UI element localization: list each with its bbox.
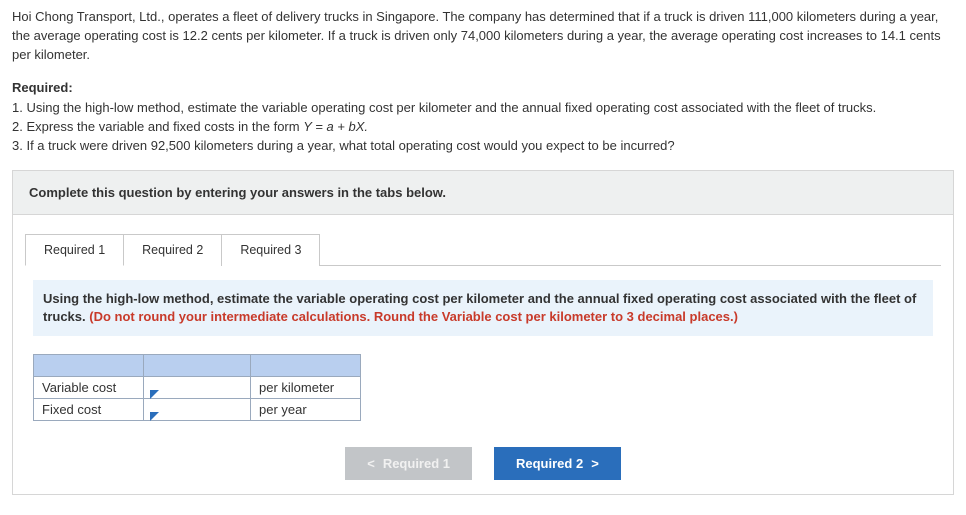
tab-required-1[interactable]: Required 1 [25, 234, 124, 266]
row-label-variable-cost: Variable cost [34, 377, 144, 399]
tabs-row: Required 1 Required 2 Required 3 [13, 215, 953, 265]
answer-box: Complete this question by entering your … [12, 170, 954, 495]
chevron-left-icon: < [367, 456, 375, 471]
required-block: Required: 1. Using the high-low method, … [12, 79, 954, 156]
prev-button: < Required 1 [345, 447, 472, 480]
required-heading: Required: [12, 79, 954, 98]
required-item-2: 2. Express the variable and fixed costs … [12, 118, 954, 137]
chevron-right-icon: > [591, 456, 599, 471]
required-item-2-formula: Y = a + bX. [303, 119, 368, 134]
row-label-fixed-cost: Fixed cost [34, 399, 144, 421]
input-table: Variable cost per kilometer Fixed cost p… [33, 354, 361, 421]
tab-prompt-hint: (Do not round your intermediate calculat… [89, 309, 738, 324]
next-button-label: Required 2 [516, 456, 583, 471]
problem-statement: Hoi Chong Transport, Ltd., operates a fl… [12, 8, 954, 65]
nav-row: < Required 1 Required 2 > [13, 439, 953, 494]
instruction-bar: Complete this question by entering your … [13, 171, 953, 215]
required-item-3: 3. If a truck were driven 92,500 kilomet… [12, 137, 954, 156]
tab-prompt: Using the high-low method, estimate the … [33, 280, 933, 336]
required-item-2-text: 2. Express the variable and fixed costs … [12, 119, 303, 134]
row-unit-fixed-cost: per year [251, 399, 361, 421]
table-row: Variable cost per kilometer [34, 377, 361, 399]
tab-required-3[interactable]: Required 3 [222, 234, 320, 266]
prev-button-label: Required 1 [383, 456, 450, 471]
variable-cost-input[interactable] [152, 380, 242, 395]
tab-content: Using the high-low method, estimate the … [25, 265, 941, 439]
fixed-cost-input[interactable] [152, 402, 242, 417]
next-button[interactable]: Required 2 > [494, 447, 621, 480]
required-item-1: 1. Using the high-low method, estimate t… [12, 99, 954, 118]
table-row: Fixed cost per year [34, 399, 361, 421]
row-unit-variable-cost: per kilometer [251, 377, 361, 399]
tab-required-2[interactable]: Required 2 [124, 234, 222, 266]
